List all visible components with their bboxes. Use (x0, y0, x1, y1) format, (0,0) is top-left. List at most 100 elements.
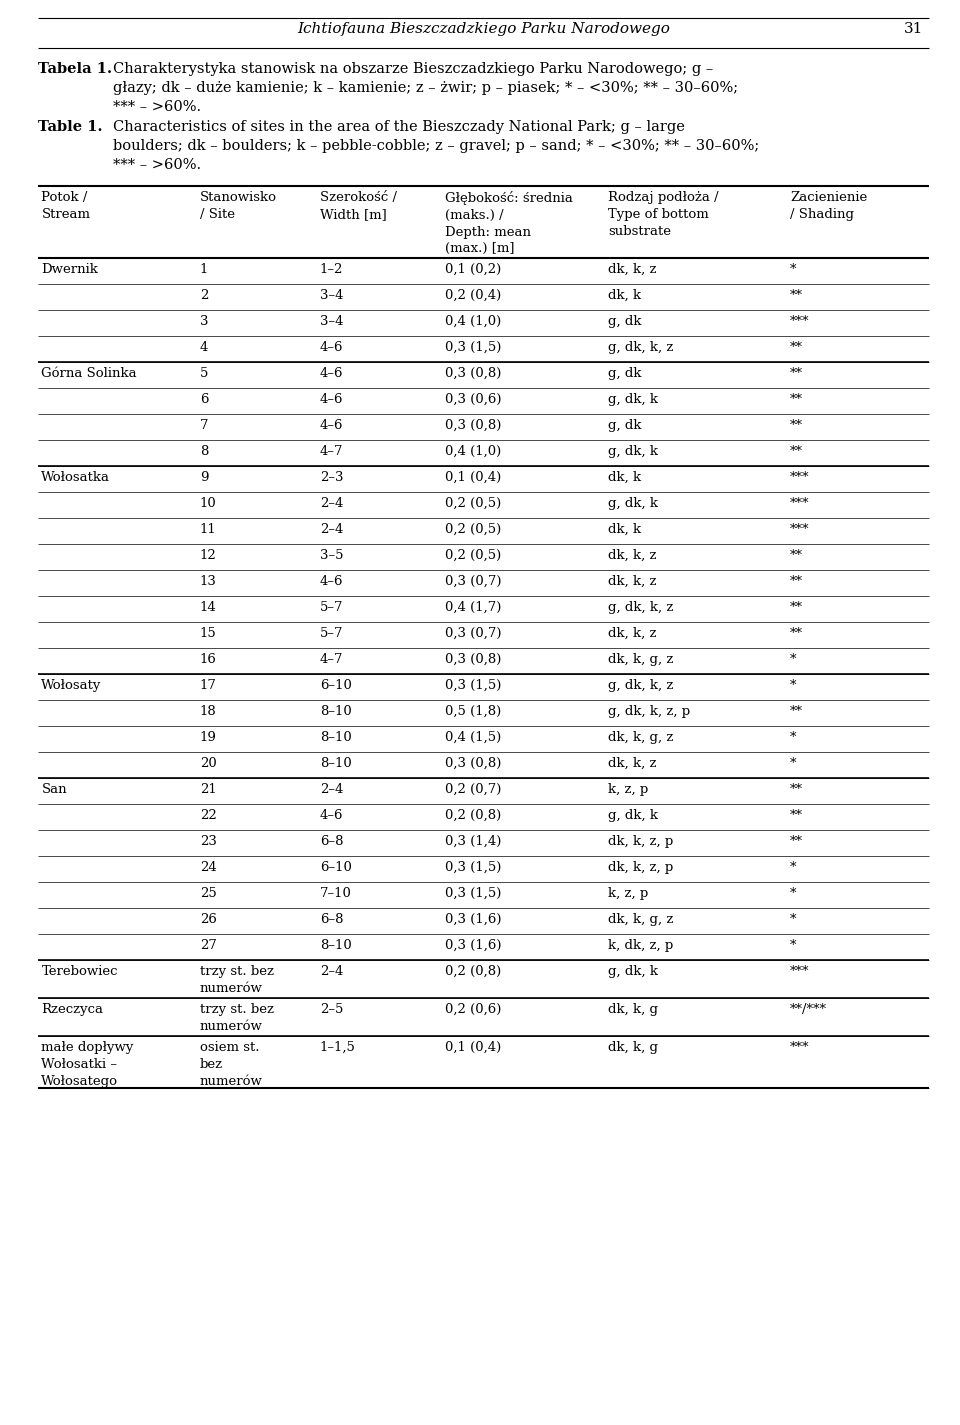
Text: 0,1 (0,2): 0,1 (0,2) (444, 264, 501, 276)
Text: 0,3 (1,5): 0,3 (1,5) (444, 886, 501, 901)
Text: 0,4 (1,5): 0,4 (1,5) (444, 731, 501, 744)
Text: 2–4: 2–4 (320, 497, 343, 510)
Text: 4–6: 4–6 (320, 341, 344, 353)
Text: 0,2 (0,5): 0,2 (0,5) (444, 523, 501, 536)
Text: Rzeczyca: Rzeczyca (41, 1003, 104, 1016)
Text: 3–4: 3–4 (320, 289, 344, 302)
Text: osiem st.
bez
numerów: osiem st. bez numerów (200, 1042, 263, 1087)
Text: dk, k: dk, k (608, 472, 641, 484)
Text: 23: 23 (200, 835, 217, 848)
Text: ***: *** (790, 497, 809, 510)
Text: 1–1,5: 1–1,5 (320, 1042, 355, 1054)
Text: **: ** (790, 835, 804, 848)
Text: 0,4 (1,0): 0,4 (1,0) (444, 445, 501, 457)
Text: g, dk: g, dk (608, 419, 641, 432)
Text: 2–4: 2–4 (320, 782, 343, 797)
Text: **: ** (790, 809, 804, 822)
Text: Zacienienie
/ Shading: Zacienienie / Shading (790, 191, 868, 221)
Text: 21: 21 (200, 782, 217, 797)
Text: 0,1 (0,4): 0,1 (0,4) (444, 472, 501, 484)
Text: 0,3 (0,8): 0,3 (0,8) (444, 368, 501, 380)
Text: *: * (790, 731, 797, 744)
Text: dk, k, z: dk, k, z (608, 627, 657, 640)
Text: 0,4 (1,7): 0,4 (1,7) (444, 601, 501, 614)
Text: dk, k, z, p: dk, k, z, p (608, 835, 673, 848)
Text: **: ** (790, 782, 804, 797)
Text: 31: 31 (904, 21, 924, 36)
Text: Table 1.: Table 1. (38, 120, 103, 134)
Text: dk, k, g, z: dk, k, g, z (608, 653, 673, 665)
Text: 4–6: 4–6 (320, 393, 344, 406)
Text: g, dk, k, z, p: g, dk, k, z, p (608, 705, 690, 718)
Text: 0,3 (1,5): 0,3 (1,5) (444, 678, 501, 693)
Text: 26: 26 (200, 913, 217, 926)
Text: 13: 13 (200, 576, 217, 589)
Text: 4: 4 (200, 341, 208, 353)
Text: 12: 12 (200, 549, 217, 561)
Text: *: * (790, 886, 797, 901)
Text: 0,2 (0,6): 0,2 (0,6) (444, 1003, 501, 1016)
Text: 6–8: 6–8 (320, 913, 344, 926)
Text: 6–10: 6–10 (320, 861, 351, 874)
Text: *: * (790, 939, 797, 952)
Text: trzy st. bez
numerów: trzy st. bez numerów (200, 1003, 274, 1033)
Text: g, dk, k, z: g, dk, k, z (608, 678, 673, 693)
Text: małe dopływy
Wołosatki –
Wołosatego: małe dopływy Wołosatki – Wołosatego (41, 1042, 133, 1087)
Text: 18: 18 (200, 705, 217, 718)
Text: **: ** (790, 705, 804, 718)
Text: *: * (790, 861, 797, 874)
Text: g, dk, k, z: g, dk, k, z (608, 341, 673, 353)
Text: 2–4: 2–4 (320, 523, 343, 536)
Text: dk, k, g, z: dk, k, g, z (608, 731, 673, 744)
Text: 0,2 (0,8): 0,2 (0,8) (444, 965, 501, 978)
Text: 0,3 (1,6): 0,3 (1,6) (444, 939, 501, 952)
Text: g, dk, k: g, dk, k (608, 497, 658, 510)
Text: *: * (790, 678, 797, 693)
Text: 1–2: 1–2 (320, 264, 343, 276)
Text: 0,2 (0,7): 0,2 (0,7) (444, 782, 501, 797)
Text: Stanowisko
/ Site: Stanowisko / Site (200, 191, 276, 221)
Text: dk, k: dk, k (608, 523, 641, 536)
Text: dk, k: dk, k (608, 289, 641, 302)
Text: 4–6: 4–6 (320, 576, 344, 589)
Text: 0,3 (1,6): 0,3 (1,6) (444, 913, 501, 926)
Text: 9: 9 (200, 472, 208, 484)
Text: 11: 11 (200, 523, 217, 536)
Text: g, dk, k: g, dk, k (608, 393, 658, 406)
Text: k, z, p: k, z, p (608, 886, 648, 901)
Text: Ichtiofauna Bieszczadzkiego Parku Narodowego: Ichtiofauna Bieszczadzkiego Parku Narodo… (298, 21, 670, 36)
Text: **: ** (790, 576, 804, 589)
Text: Wołosatka: Wołosatka (41, 472, 110, 484)
Text: *: * (790, 653, 797, 665)
Text: 10: 10 (200, 497, 217, 510)
Text: 0,3 (0,7): 0,3 (0,7) (444, 627, 501, 640)
Text: g, dk, k: g, dk, k (608, 445, 658, 457)
Text: **: ** (790, 627, 804, 640)
Text: Characteristics of sites in the area of the Bieszczady National Park; g – large
: Characteristics of sites in the area of … (113, 120, 759, 172)
Text: *: * (790, 264, 797, 276)
Text: 1: 1 (200, 264, 208, 276)
Text: **/***: **/*** (790, 1003, 828, 1016)
Text: **: ** (790, 368, 804, 380)
Text: 4–6: 4–6 (320, 809, 344, 822)
Text: 17: 17 (200, 678, 217, 693)
Text: dk, k, z: dk, k, z (608, 576, 657, 589)
Text: 4–6: 4–6 (320, 419, 344, 432)
Text: g, dk: g, dk (608, 368, 641, 380)
Text: dk, k, g, z: dk, k, g, z (608, 913, 673, 926)
Text: *: * (790, 757, 797, 770)
Text: Charakterystyka stanowisk na obszarze Bieszczadzkiego Parku Narodowego; g –
głaz: Charakterystyka stanowisk na obszarze Bi… (113, 63, 738, 114)
Text: 0,3 (0,8): 0,3 (0,8) (444, 757, 501, 770)
Text: Terebowiec: Terebowiec (41, 965, 118, 978)
Text: 8–10: 8–10 (320, 757, 351, 770)
Text: **: ** (790, 601, 804, 614)
Text: g, dk, k: g, dk, k (608, 809, 658, 822)
Text: Rodzaj podłoża /
Type of bottom
substrate: Rodzaj podłoża / Type of bottom substrat… (608, 191, 718, 238)
Text: ***: *** (790, 965, 809, 978)
Text: San: San (41, 782, 67, 797)
Text: 5–7: 5–7 (320, 601, 344, 614)
Text: *: * (790, 913, 797, 926)
Text: 2–5: 2–5 (320, 1003, 343, 1016)
Text: 22: 22 (200, 809, 217, 822)
Text: 8–10: 8–10 (320, 939, 351, 952)
